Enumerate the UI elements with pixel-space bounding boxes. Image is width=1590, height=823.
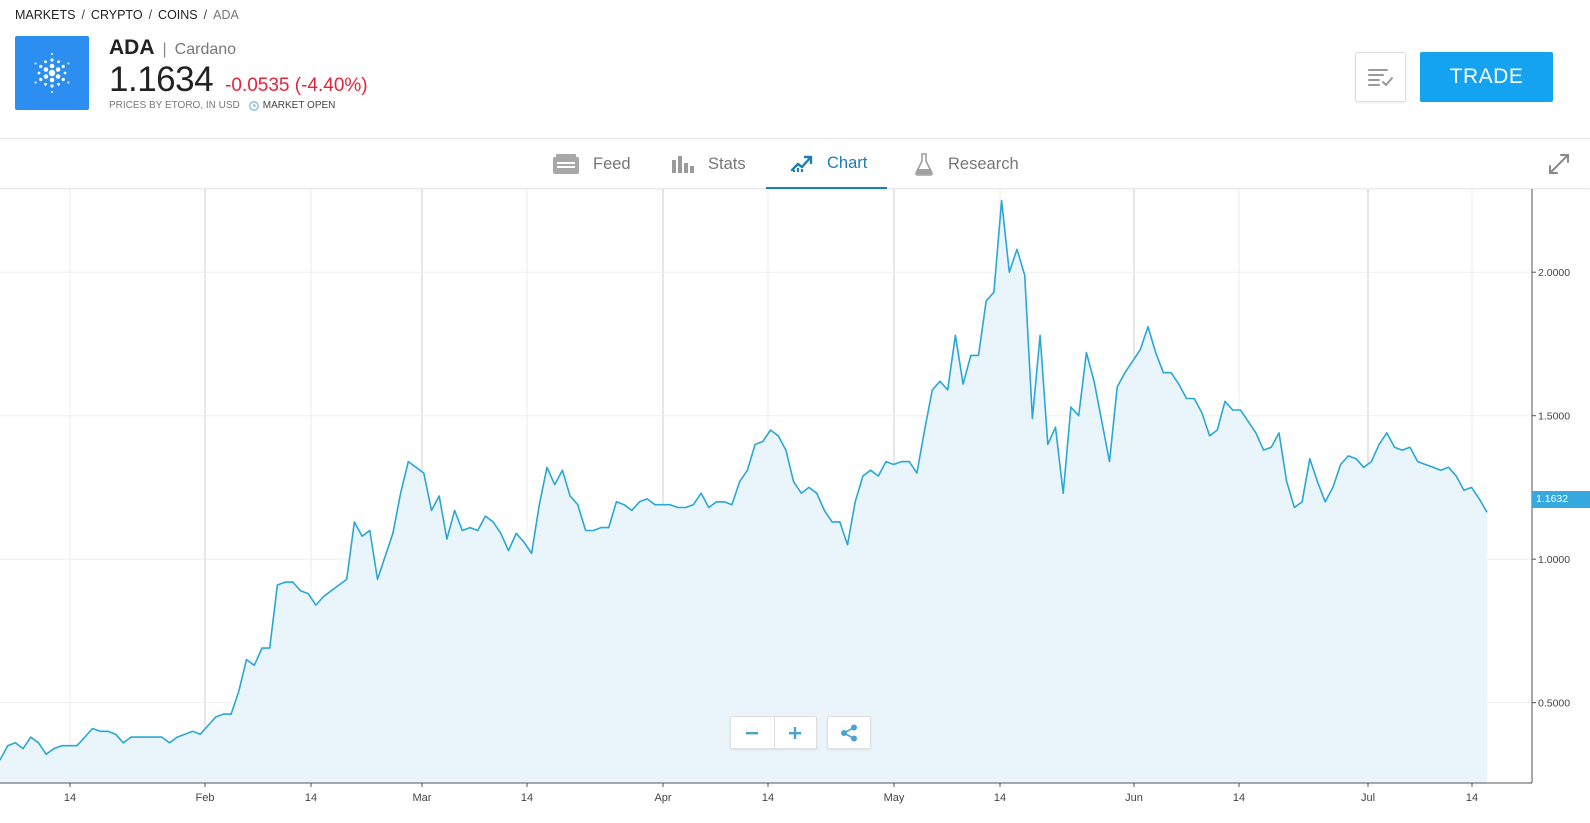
x-tick-label: 14 xyxy=(64,792,76,804)
x-tick-label: 14 xyxy=(762,792,774,804)
market-status: MARKET OPEN xyxy=(249,100,336,111)
y-tick-label: 1.0000 xyxy=(1538,554,1570,566)
cardano-logo-icon xyxy=(34,53,70,93)
breadcrumb-crypto[interactable]: CRYPTO xyxy=(90,8,143,22)
x-tick-label: 14 xyxy=(994,792,1006,804)
flask-icon xyxy=(913,152,935,176)
tab-stats[interactable]: Stats xyxy=(671,139,746,189)
minus-icon xyxy=(746,731,759,734)
current-price: 1.1634 xyxy=(109,60,214,99)
feed-icon xyxy=(552,153,580,175)
price-meta: PRICES BY ETORO, IN USD MARKET OPEN xyxy=(109,100,335,111)
instrument-name: Cardano xyxy=(174,41,237,58)
x-tick-label: 14 xyxy=(521,792,533,804)
tab-chart[interactable]: Chart xyxy=(766,139,887,189)
x-tick-label: Jun xyxy=(1125,792,1143,804)
x-tick-label: Jul xyxy=(1361,792,1375,804)
zoom-in-button[interactable] xyxy=(773,717,817,748)
tab-feed[interactable]: Feed xyxy=(552,139,631,189)
zoom-controls xyxy=(730,716,817,749)
instrument-symbol: ADA xyxy=(109,36,155,59)
price-chart-svg: 14 Feb 14 Mar 14 Apr 14 May 14 Jun 14 Jul 14 2.0000 1.… xyxy=(0,189,1570,804)
x-tick-label: May xyxy=(884,792,905,804)
market-status-label: MARKET OPEN xyxy=(262,100,336,111)
tab-chart-label: Chart xyxy=(827,153,868,172)
price-change: -0.0535 (-4.40%) xyxy=(225,75,368,96)
stats-icon xyxy=(671,154,695,174)
x-tick-label: Feb xyxy=(196,792,215,804)
x-tick-label: 14 xyxy=(305,792,317,804)
breadcrumb-coins[interactable]: COINS xyxy=(158,8,198,22)
x-tick-label: Mar xyxy=(413,792,432,804)
expand-button[interactable] xyxy=(1547,152,1571,176)
watchlist-button[interactable] xyxy=(1355,52,1406,102)
instrument-header: MARKETS / CRYPTO / COINS / ADA ADA | Cardano 1… xyxy=(0,0,1590,139)
x-tick-label: 14 xyxy=(1233,792,1245,804)
instrument-title: ADA | Cardano xyxy=(109,36,236,60)
breadcrumb-separator: / xyxy=(81,8,85,22)
chart-trend-icon xyxy=(790,153,814,173)
clock-icon xyxy=(249,100,259,111)
plus-icon xyxy=(789,726,802,739)
instrument-tabs: Feed Stats xyxy=(0,139,1590,189)
share-button[interactable] xyxy=(827,716,871,749)
last-price-label: 1.1632 xyxy=(1532,491,1590,508)
trade-button[interactable]: TRADE xyxy=(1420,52,1553,102)
breadcrumb-markets[interactable]: MARKETS xyxy=(15,8,76,22)
breadcrumb-current: ADA xyxy=(213,8,239,22)
tab-stats-label: Stats xyxy=(708,154,746,173)
share-icon xyxy=(841,724,857,741)
tab-research[interactable]: Research xyxy=(913,139,1019,189)
tab-feed-label: Feed xyxy=(593,154,631,173)
title-divider: | xyxy=(162,41,167,58)
watchlist-check-icon xyxy=(1367,69,1393,87)
price-chart[interactable]: 14 Feb 14 Mar 14 Apr 14 May 14 Jun 14 Jul 14 2.0000 1.… xyxy=(0,189,1590,823)
y-tick-label: 2.0000 xyxy=(1538,267,1570,279)
x-tick-label: Apr xyxy=(654,792,671,804)
breadcrumb-separator: / xyxy=(148,8,153,22)
y-tick-label: 1.5000 xyxy=(1538,411,1570,423)
breadcrumb-separator: / xyxy=(203,8,208,22)
cardano-logo xyxy=(15,36,89,110)
prices-source: PRICES BY ETORO, IN USD xyxy=(109,100,240,111)
series-line xyxy=(0,199,1488,761)
expand-icon xyxy=(1549,154,1569,174)
series-area xyxy=(0,200,1487,783)
price-row: 1.1634 -0.0535 (-4.40%) xyxy=(109,60,368,100)
zoom-out-button[interactable] xyxy=(731,717,774,748)
y-tick-label: 0.5000 xyxy=(1538,698,1570,710)
x-tick-label: 14 xyxy=(1466,792,1478,804)
breadcrumb: MARKETS / CRYPTO / COINS / ADA xyxy=(15,8,239,22)
tab-research-label: Research xyxy=(948,154,1019,173)
